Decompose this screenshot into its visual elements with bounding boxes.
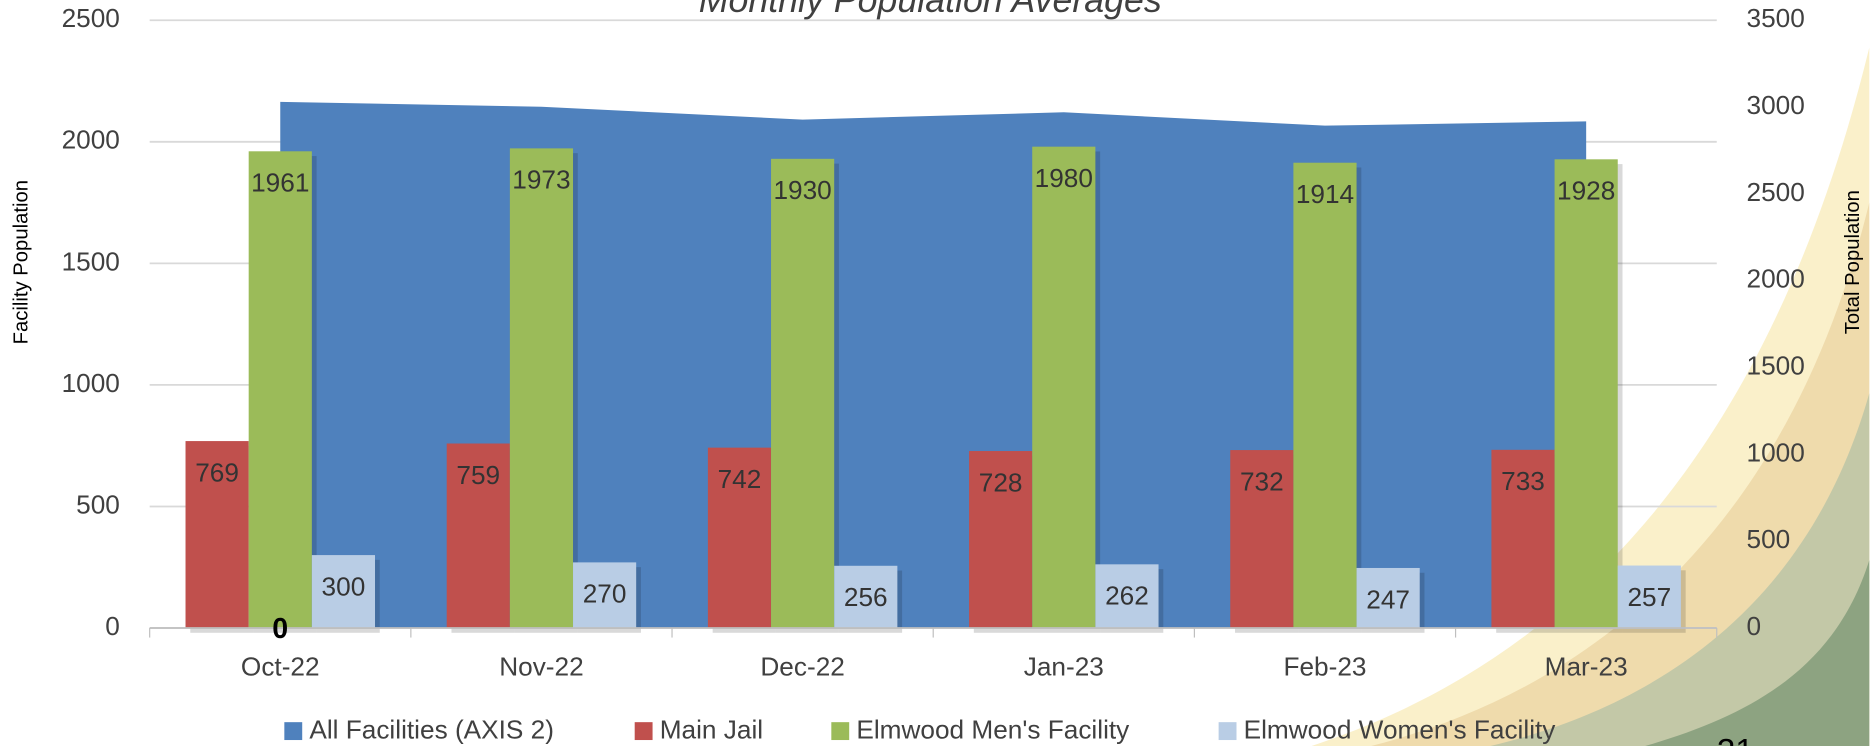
- data-label: 728: [979, 467, 1023, 497]
- x-tick-label: Dec-22: [760, 651, 844, 681]
- x-tick-label: Jan-23: [1024, 651, 1104, 681]
- y2-tick-label: 3000: [1747, 90, 1805, 120]
- y2-tick-label: 0: [1747, 611, 1762, 641]
- y2-tick-label: 2500: [1747, 177, 1805, 207]
- bar: [510, 148, 573, 628]
- data-label: 733: [1501, 466, 1545, 496]
- bar: [1293, 163, 1356, 628]
- data-label: 1914: [1296, 179, 1354, 209]
- data-label: 1928: [1557, 176, 1615, 206]
- data-label: 732: [1240, 466, 1284, 496]
- data-label: 257: [1627, 582, 1671, 612]
- y-tick-label: 1000: [62, 368, 120, 398]
- legend-swatch: [1219, 722, 1237, 740]
- legend-label: Main Jail: [660, 715, 763, 745]
- y-tick-label: 2500: [62, 3, 120, 33]
- legend-swatch: [284, 722, 302, 740]
- y-axis-title: Facility Population: [11, 180, 33, 344]
- y2-tick-label: 1500: [1747, 350, 1805, 380]
- bar: [771, 159, 834, 628]
- legend-swatch: [635, 722, 653, 740]
- data-label: 769: [195, 457, 239, 487]
- page: Monthly Population Averages Facility Pop…: [0, 0, 1870, 746]
- bar: [249, 151, 312, 628]
- y-tick-label: 0: [105, 611, 120, 641]
- y2-tick-label: 3500: [1747, 3, 1805, 33]
- annotation: 0: [272, 613, 288, 645]
- data-label: 247: [1366, 584, 1410, 614]
- x-tick-label: Oct-22: [241, 651, 320, 681]
- y2-tick-label: 1000: [1747, 437, 1805, 467]
- data-label: 262: [1105, 581, 1149, 611]
- legend-swatch: [831, 722, 849, 740]
- x-tick-label: Nov-22: [499, 651, 583, 681]
- y2-axis-title: Total Population: [1842, 190, 1864, 334]
- y-tick-label: 2000: [62, 125, 120, 155]
- y-tick-label: 500: [76, 489, 120, 519]
- data-label: 1973: [512, 165, 570, 195]
- y-tick-label: 1500: [62, 246, 120, 276]
- data-label: 759: [456, 460, 500, 490]
- bar: [1032, 147, 1095, 628]
- page-number: 21: [1717, 733, 1754, 746]
- data-label: 300: [322, 571, 366, 601]
- legend-label: Elmwood Men's Facility: [856, 715, 1130, 745]
- legend-label: All Facilities (AXIS 2): [309, 715, 554, 745]
- chart-title: Monthly Population Averages: [699, 0, 1162, 20]
- y2-tick-label: 2000: [1747, 264, 1805, 294]
- data-label: 742: [718, 464, 762, 494]
- x-tick-label: Feb-23: [1283, 651, 1366, 681]
- chart: Monthly Population Averages Facility Pop…: [0, 0, 1870, 746]
- data-label: 1980: [1035, 163, 1093, 193]
- data-label: 256: [844, 582, 888, 612]
- legend-label: Elmwood Women's Facility: [1244, 715, 1557, 745]
- y2-tick-label: 500: [1747, 524, 1791, 554]
- x-tick-label: Mar-23: [1545, 651, 1628, 681]
- data-label: 1961: [251, 168, 309, 198]
- bar: [1555, 159, 1618, 628]
- data-label: 270: [583, 579, 627, 609]
- data-label: 1930: [773, 175, 831, 205]
